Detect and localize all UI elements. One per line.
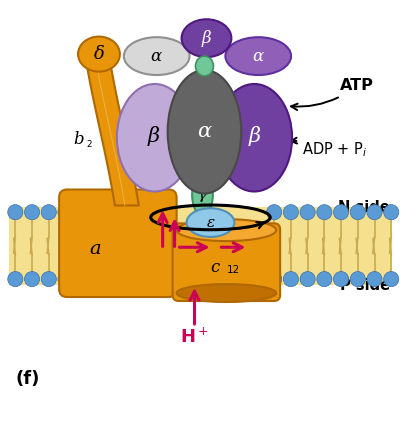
Circle shape [267, 271, 282, 287]
Circle shape [334, 205, 348, 220]
Text: 12: 12 [227, 265, 240, 275]
Circle shape [24, 205, 40, 220]
Circle shape [367, 205, 382, 220]
Ellipse shape [225, 37, 291, 75]
Ellipse shape [78, 36, 120, 71]
Circle shape [300, 205, 315, 220]
Ellipse shape [186, 208, 234, 237]
Text: a: a [89, 240, 101, 258]
Circle shape [317, 271, 332, 287]
Circle shape [350, 271, 365, 287]
Text: ε: ε [207, 216, 215, 229]
Bar [9, 208, 392, 285]
Circle shape [24, 271, 40, 287]
Text: H$^+$: H$^+$ [180, 327, 209, 347]
Circle shape [91, 271, 107, 287]
Circle shape [384, 271, 399, 287]
Circle shape [41, 271, 57, 287]
Circle shape [284, 271, 298, 287]
Text: α: α [252, 48, 263, 65]
Ellipse shape [124, 37, 190, 75]
Circle shape [334, 271, 348, 287]
Text: ADP + P$_i$: ADP + P$_i$ [291, 138, 367, 159]
Circle shape [317, 205, 332, 220]
Circle shape [8, 205, 23, 220]
Circle shape [58, 205, 73, 220]
Circle shape [367, 271, 382, 287]
Circle shape [8, 271, 23, 287]
Circle shape [350, 205, 365, 220]
Ellipse shape [196, 56, 213, 76]
FancyBboxPatch shape [172, 223, 280, 301]
FancyBboxPatch shape [59, 190, 176, 297]
Text: ATP: ATP [291, 78, 374, 110]
Circle shape [75, 271, 90, 287]
Text: β: β [202, 30, 211, 47]
Text: α: α [150, 48, 162, 65]
Text: c: c [210, 259, 219, 276]
Polygon shape [87, 66, 139, 205]
Text: γ: γ [198, 188, 207, 202]
Circle shape [300, 271, 315, 287]
Ellipse shape [182, 19, 231, 57]
Circle shape [91, 205, 107, 220]
Ellipse shape [192, 174, 213, 216]
Ellipse shape [176, 284, 276, 302]
Circle shape [41, 205, 57, 220]
Text: $_2$: $_2$ [86, 137, 93, 150]
Circle shape [58, 271, 73, 287]
Text: δ: δ [93, 45, 104, 63]
Circle shape [384, 205, 399, 220]
Ellipse shape [168, 70, 241, 193]
Circle shape [284, 205, 298, 220]
Text: N side: N side [338, 200, 390, 215]
Text: β: β [248, 126, 260, 146]
Circle shape [75, 205, 90, 220]
Ellipse shape [117, 84, 192, 191]
Circle shape [267, 205, 282, 220]
Text: α: α [197, 122, 212, 141]
Text: P side: P side [340, 278, 390, 293]
Text: b: b [74, 131, 84, 148]
Text: (f): (f) [15, 370, 40, 388]
Ellipse shape [217, 84, 292, 191]
Ellipse shape [176, 219, 276, 241]
Text: β: β [148, 126, 160, 146]
